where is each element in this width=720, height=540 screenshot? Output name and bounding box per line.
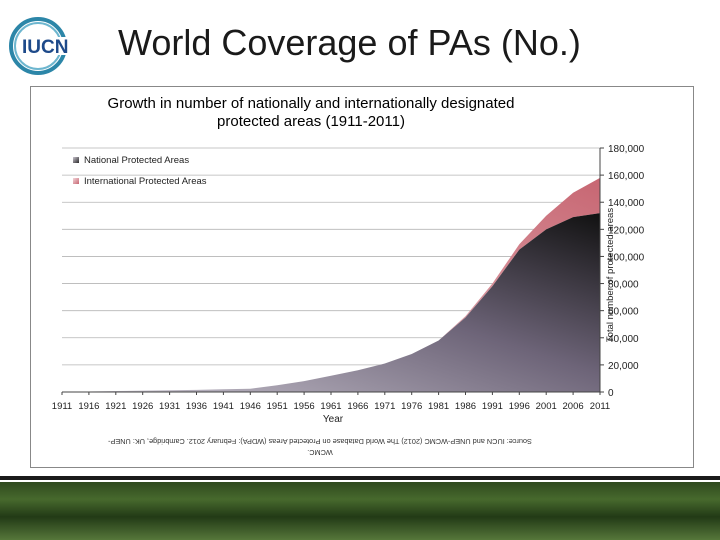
- y-tick-label: 20,000: [608, 361, 639, 372]
- footer-rule: [0, 476, 720, 480]
- source-note: Source: IUCN and UNEP-WCMC (2012) The Wo…: [108, 437, 532, 457]
- legend-label: International Protected Areas: [84, 176, 207, 187]
- x-axis-title: Year: [323, 414, 344, 425]
- x-tick-label: 1996: [509, 401, 530, 412]
- legend-label: National Protected Areas: [84, 155, 189, 166]
- legend-swatch: [73, 157, 79, 163]
- x-tick-label: 1921: [105, 401, 126, 412]
- y-tick-label: 40,000: [608, 334, 639, 345]
- x-tick-label: 2006: [563, 401, 584, 412]
- x-tick-label: 1976: [401, 401, 422, 412]
- x-tick-label: 1966: [347, 401, 368, 412]
- iucn-logo: IUCN: [9, 17, 86, 75]
- x-tick-label: 1951: [267, 401, 288, 412]
- plot-areas: [62, 177, 600, 392]
- y-tick-label: 140,000: [608, 198, 645, 209]
- x-tick-label: 1981: [428, 401, 449, 412]
- x-tick-label: 1931: [159, 401, 180, 412]
- y-tick-label: 160,000: [608, 171, 645, 182]
- legend-swatch: [73, 178, 79, 184]
- x-tick-label: 1916: [78, 401, 99, 412]
- x-tick-label: 2001: [536, 401, 557, 412]
- slide-title: World Coverage of PAs (No.): [118, 22, 581, 63]
- series-area-international: [62, 177, 600, 392]
- x-tick-label: 1956: [294, 401, 315, 412]
- chart-title-line-2: protected areas (1911-2011): [217, 113, 405, 130]
- series-area-national: [62, 213, 600, 392]
- x-tick-label: 1911: [52, 401, 72, 412]
- chart-title-line-1: Growth in number of nationally and inter…: [107, 95, 515, 112]
- y-axis-title: Total number of protected areas: [605, 208, 616, 342]
- axes: [61, 147, 604, 395]
- x-tick-label: 1961: [320, 401, 341, 412]
- logo-text: IUCN: [22, 37, 68, 58]
- x-tick-label: 2011: [590, 401, 610, 412]
- legend: National Protected Areas International Pr…: [73, 155, 207, 187]
- y-tick-label: 180,000: [608, 144, 645, 155]
- y-tick-label: 100,000: [608, 252, 645, 263]
- x-tick-label: 1986: [455, 401, 476, 412]
- source-note-line: WCMC.: [307, 448, 333, 457]
- x-tick-label: 1991: [482, 401, 503, 412]
- axis-labels: 0 20,000 40,000 60,000 80,000 100,000 120,000 1…: [52, 144, 645, 457]
- x-tick-label: 1936: [186, 401, 207, 412]
- chart-title: Growth in number of nationally and inter…: [31, 95, 591, 131]
- y-tick-label: 120,000: [608, 225, 645, 236]
- y-tick-label: 60,000: [608, 307, 639, 318]
- source-note-line: Source: IUCN and UNEP-WCMC (2012) The Wo…: [108, 437, 532, 446]
- x-tick-label: 1971: [374, 401, 395, 412]
- y-tick-label: 0: [608, 388, 614, 399]
- y-tick-label: 80,000: [608, 280, 639, 291]
- x-tick-label: 1941: [213, 401, 234, 412]
- x-tick-label: 1926: [132, 401, 153, 412]
- footer-forest-banner: [0, 482, 720, 540]
- x-tick-label: 1946: [240, 401, 261, 412]
